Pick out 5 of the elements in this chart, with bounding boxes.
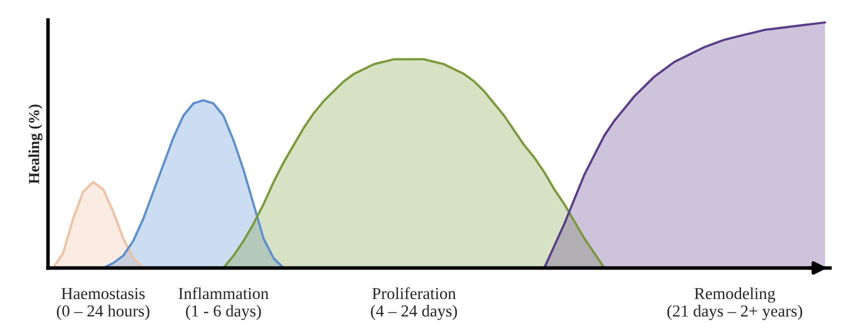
x-tick-label: Haemostasis (0 – 24 hours) [56,288,150,320]
x-tick-label: Proliferation (4 – 24 days) [370,287,457,320]
y-axis-title: Healing (%) [28,104,42,184]
x-tick-label: Inflammation (1 - 6 days) [178,287,269,320]
x-tick-label: Remodeling (21 days – 2+ years) [667,287,802,320]
